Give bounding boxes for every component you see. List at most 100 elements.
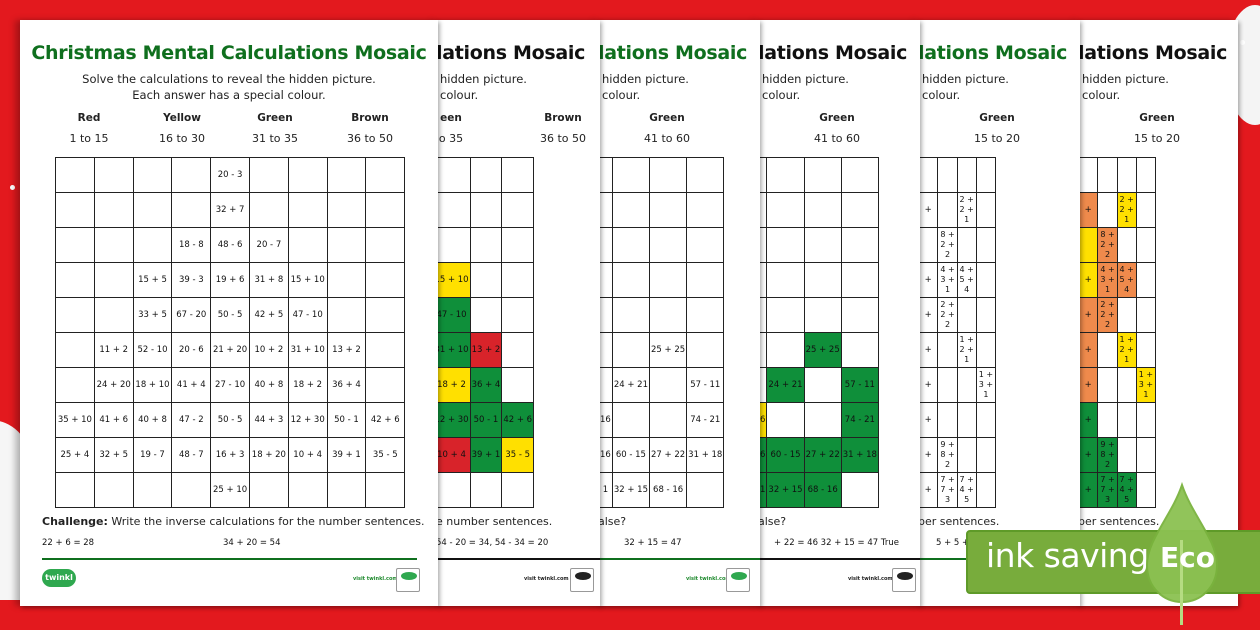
grid-cell <box>956 227 977 263</box>
grid-row: 24 + 21 57 - 11 <box>758 367 879 403</box>
snow-dot <box>1240 40 1245 45</box>
grid-cell: 48 - 6 <box>210 227 250 263</box>
grid-cell <box>326 262 367 298</box>
grid-cell: 27 + 22 <box>803 437 842 473</box>
grid-cell <box>365 367 406 403</box>
challenge-text: per sentences. <box>918 515 1000 528</box>
grid-cell <box>611 402 651 438</box>
visit-link[interactable]: visit twinkl.com <box>524 576 569 582</box>
grid-cell <box>766 227 805 263</box>
grid-cell <box>132 157 173 193</box>
grid-cell: 36 + 4 <box>326 367 367 403</box>
grid-cell: 11 + 2 <box>93 332 134 368</box>
worksheet-preview-5[interactable]: lations Mosaic hidden picture. colour. G… <box>918 20 1080 606</box>
grid-row: +1 + 2 + 1 <box>918 332 997 368</box>
grid-cell: + <box>918 437 939 473</box>
grid-cell: + <box>918 367 939 403</box>
colour-key: Green 41 to 60 <box>758 112 860 152</box>
quality-badge <box>726 568 750 592</box>
grid-row: +1 + 2 + 1 <box>1078 332 1157 368</box>
grid-cell <box>648 367 688 403</box>
grid-cell: 8 + 2 + 2 <box>1097 227 1118 263</box>
eco-drop-icon <box>1145 481 1219 625</box>
grid-cell <box>956 402 977 438</box>
worksheet-preview-6[interactable]: lations Mosaic hidden picture. colour. G… <box>1078 20 1238 606</box>
legend-colour: Red <box>77 112 101 124</box>
grid-cell <box>1135 192 1157 228</box>
grid-cell: 4 + 3 + 1 <box>1097 262 1118 298</box>
grid-cell: + <box>918 262 939 298</box>
number-sentence-1: 22 + 6 = 28 <box>42 538 95 548</box>
grid-cell: 32 + 15 <box>766 472 805 508</box>
legend-colour: een <box>440 112 462 124</box>
grid-cell <box>975 402 997 438</box>
challenge-label: Challenge: <box>42 515 108 528</box>
legend-range: 15 to 20 <box>973 132 1021 145</box>
grid-cell: 7 + 7 + 3 <box>937 472 958 508</box>
grid-cell: 31 + 18 <box>840 437 879 473</box>
grid-cell <box>598 157 613 193</box>
visit-link[interactable]: visit twinkl.com <box>848 576 893 582</box>
grid-cell: 40 + 8 <box>248 367 289 403</box>
grid-row <box>598 192 725 228</box>
instructions: hidden picture. <box>1082 72 1169 86</box>
grid-cell: 24 + 20 <box>93 367 134 403</box>
worksheet-preview-4[interactable]: lations Mosaic hidden picture. colour. G… <box>758 20 920 606</box>
legend-colour: Yellow <box>163 112 201 124</box>
grid-cell <box>803 297 842 333</box>
grid-cell <box>1078 157 1099 193</box>
legend-colour: Brown <box>544 112 582 124</box>
worksheet-preview-3[interactable]: lations Mosaic hidden picture. colour. G… <box>598 20 760 606</box>
grid-cell: 47 - 10 <box>287 297 328 333</box>
grid-cell <box>326 297 367 333</box>
grid-cell: 33 + 5 <box>132 297 173 333</box>
legend-range: 1 to 15 <box>69 132 109 145</box>
grid-cell: 1 <box>598 472 613 508</box>
grid-cell: 39 + 1 <box>469 437 503 473</box>
grid-cell <box>975 192 997 228</box>
grid-cell: 27 + 22 <box>648 437 688 473</box>
grid-row: 16 60 - 15 27 + 22 31 + 18 <box>598 437 725 473</box>
grid-row: 33 + 5 67 - 20 50 - 5 42 + 5 47 - 10 <box>55 297 406 333</box>
grid-cell <box>611 297 651 333</box>
grid-cell <box>436 227 471 263</box>
visit-link[interactable]: visit twinkl.com <box>353 576 398 582</box>
grid-cell: 60 - 15 <box>611 437 651 473</box>
grid-cell <box>918 227 939 263</box>
grid-cell: 1 + 2 + 1 <box>1116 332 1137 368</box>
twinkl-logo: twinkl <box>42 569 76 587</box>
grid-cell: 10 + 4 <box>436 437 471 473</box>
grid-cell <box>55 332 95 368</box>
grid-cell: + <box>1078 297 1099 333</box>
visit-link[interactable]: visit twinkl.com <box>686 576 731 582</box>
grid-cell <box>436 157 471 193</box>
grid-cell <box>469 192 503 228</box>
grid-cell: 2 + 2 + 1 <box>1116 192 1137 228</box>
grid-cell <box>686 227 725 263</box>
grid-cell <box>326 192 367 228</box>
grid-cell <box>248 192 289 228</box>
legend-colour: Green <box>257 112 293 124</box>
grid-cell: 50 - 1 <box>469 402 503 438</box>
mosaic-grid: 20 - 3 32 + 7 18 - 8 48 - 6 20 - 7 15 + 5 39 -… <box>55 157 406 508</box>
grid-row <box>598 297 725 333</box>
grid-row: 18 - 8 48 - 6 20 - 7 <box>55 227 406 263</box>
grid-cell <box>766 192 805 228</box>
grid-cell: 15 + 10 <box>287 262 328 298</box>
grid-row <box>436 472 535 508</box>
grid-cell <box>93 157 134 193</box>
worksheet-preview-2[interactable]: lations Mosaic hidden picture. colour. e… <box>436 20 600 606</box>
grid-cell <box>287 157 328 193</box>
grid-cell: 12 + 30 <box>436 402 471 438</box>
grid-cell <box>436 192 471 228</box>
grid-cell <box>1097 192 1118 228</box>
worksheet-preview-1[interactable]: Christmas Mental Calculations Mosaic Sol… <box>20 20 438 606</box>
grid-cell: + <box>1078 262 1099 298</box>
grid-cell <box>1135 402 1157 438</box>
grid-cell: 31 + 8 <box>248 262 289 298</box>
